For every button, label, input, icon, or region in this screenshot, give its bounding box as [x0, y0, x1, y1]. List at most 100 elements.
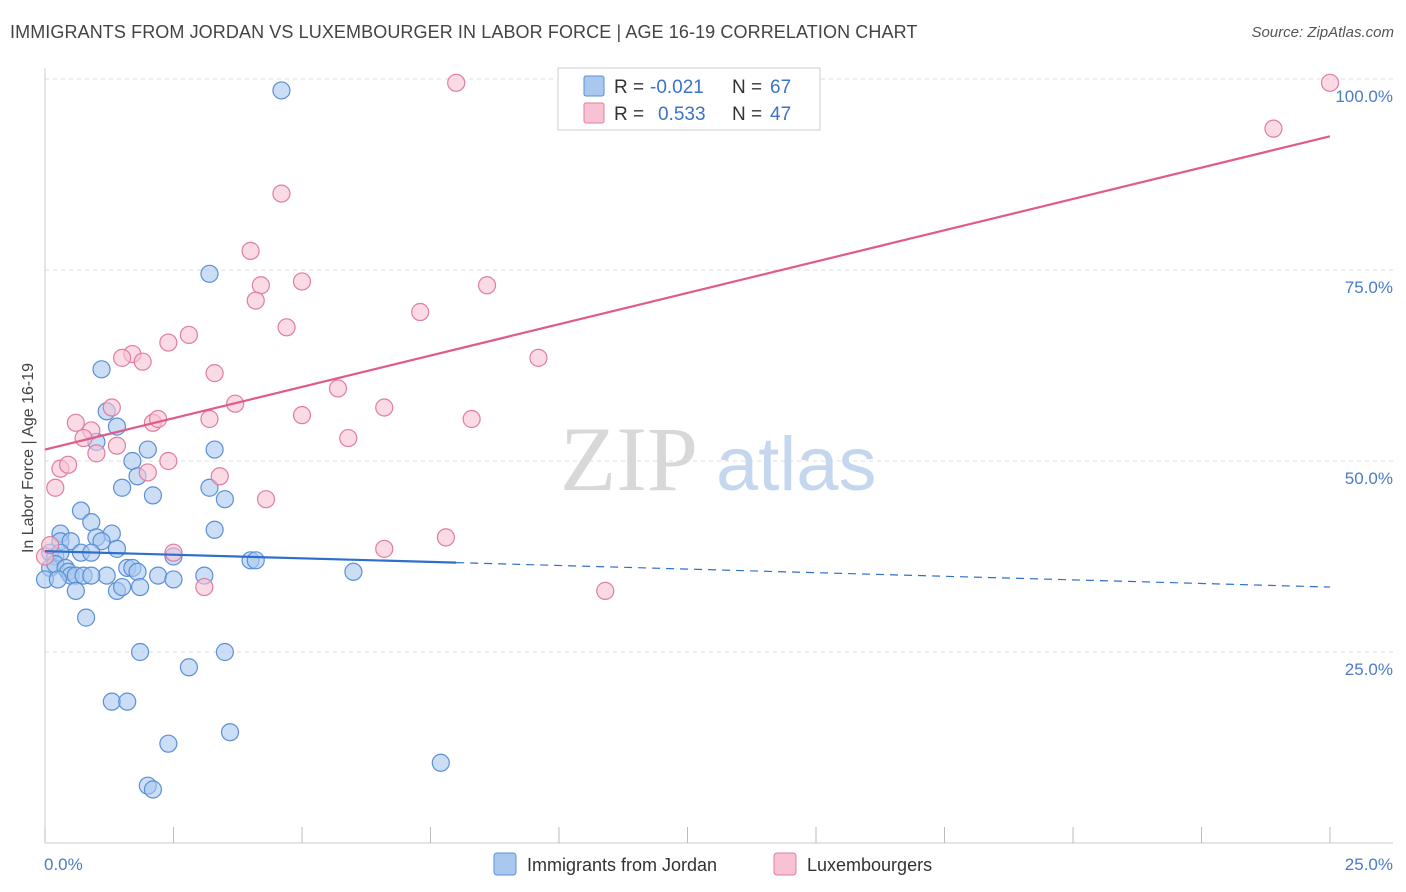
blue-data-point [66, 581, 85, 600]
blue-data-point [159, 734, 178, 753]
pink-data-point [241, 241, 260, 260]
blue-data-point [118, 692, 137, 711]
blue-data-point [215, 642, 234, 662]
pink-data-point [411, 302, 430, 322]
chart-title: IMMIGRANTS FROM JORDAN VS LUXEMBOURGER I… [10, 22, 918, 42]
pink-data-point [46, 478, 65, 497]
stats-legend: R = -0.021 N = 67 R = 0.533 N = 47 [557, 67, 821, 131]
legend-n-label-pink: N = [732, 104, 762, 125]
pink-data-point [112, 348, 132, 367]
axes [44, 68, 1393, 844]
series-legend-label-blue: Immigrants from Jordan [527, 855, 717, 875]
pink-data-point [339, 428, 358, 448]
legend-n-value-pink: 47 [770, 104, 791, 125]
pink-data-point [462, 409, 481, 429]
pink-data-point [107, 436, 127, 455]
y-tick-label: 25.0% [1345, 660, 1393, 679]
legend-r-label-blue: R = [614, 77, 644, 98]
pink-data-point [138, 463, 157, 482]
pink-data-point [179, 325, 199, 345]
pink-data-point [1264, 119, 1283, 138]
blue-data-point [48, 570, 67, 589]
pink-data-point [375, 539, 394, 558]
pink-data-point [200, 409, 219, 429]
blue-data-point [179, 658, 199, 677]
y-tick-label: 75.0% [1345, 278, 1393, 297]
blue-data-point [431, 753, 450, 772]
blue-trend-line-extension [456, 562, 1331, 588]
blue-data-point [138, 440, 157, 459]
pink-data-point [596, 581, 615, 600]
series-legend-swatch-pink [773, 852, 797, 876]
blue-data-point [112, 577, 132, 597]
blue-data-point [205, 520, 224, 539]
pink-data-point [292, 272, 312, 291]
legend-r-label-pink: R = [614, 104, 644, 125]
series-legend-label-pink: Luxembourgers [807, 855, 932, 875]
blue-data-point [102, 692, 121, 711]
pink-data-point [375, 398, 394, 417]
pink-data-point [256, 490, 276, 509]
pink-data-point [529, 348, 548, 367]
blue-data-point [220, 723, 240, 742]
blue-data-point [164, 570, 183, 589]
blue-data-point [92, 360, 111, 379]
blue-data-point [130, 642, 150, 662]
pink-data-point [292, 406, 312, 425]
pink-data-point [159, 333, 178, 352]
blue-data-point [148, 566, 168, 585]
pink-data-point [447, 73, 466, 92]
pink-data-point [59, 455, 78, 474]
blue-data-point [82, 513, 101, 532]
blue-data-point [143, 486, 163, 505]
pink-data-point [133, 352, 152, 371]
pink-data-point [205, 364, 224, 383]
y-tick-labels: 25.0% 50.0% 75.0% 100.0% [1335, 87, 1393, 679]
blue-data-point [143, 780, 163, 799]
pink-data-point [66, 413, 85, 432]
x-tick-label-max: 25.0% [1345, 855, 1393, 874]
data-points [35, 73, 1340, 799]
pink-data-point [1320, 73, 1340, 92]
watermark-atlas: atlas [716, 422, 877, 507]
pink-trend-line [44, 135, 1331, 451]
legend-n-value-blue: 67 [770, 77, 791, 98]
blue-data-point [215, 490, 234, 509]
pink-data-point [164, 543, 183, 562]
y-axis-label: In Labor Force | Age 16-19 [20, 363, 37, 553]
blue-data-point [112, 478, 132, 497]
y-tick-label: 50.0% [1345, 469, 1393, 488]
series-legend-swatch-blue [493, 852, 517, 876]
trend-lines [44, 135, 1331, 588]
blue-data-point [246, 551, 265, 570]
pink-data-point [195, 577, 214, 597]
blue-data-point [344, 562, 363, 581]
legend-r-value-pink: 0.533 [658, 104, 706, 125]
blue-data-point [200, 264, 219, 283]
blue-data-point [97, 566, 116, 585]
blue-data-point [61, 532, 80, 551]
watermark-zip: ZIP [560, 408, 698, 510]
blue-data-point [272, 81, 291, 100]
legend-n-label-blue: N = [732, 77, 762, 98]
pink-data-point [246, 291, 265, 310]
legend-r-value-blue: -0.021 [650, 77, 704, 98]
pink-data-point [436, 528, 456, 547]
blue-data-point [128, 562, 147, 581]
pink-data-point [148, 409, 168, 429]
pink-data-point [102, 398, 121, 417]
pink-data-point [328, 379, 348, 398]
pink-data-point [272, 184, 291, 203]
blue-data-point [130, 577, 150, 597]
pink-data-point [87, 444, 106, 463]
blue-data-point [71, 501, 91, 520]
blue-trend-line [44, 550, 457, 564]
x-tick-label-min: 0.0% [44, 855, 83, 874]
blue-data-point [200, 478, 219, 497]
pink-data-point [159, 451, 178, 471]
pink-data-point [277, 318, 296, 337]
grid-lines [45, 78, 1393, 653]
blue-data-point [123, 451, 142, 471]
pink-data-point [41, 535, 60, 555]
